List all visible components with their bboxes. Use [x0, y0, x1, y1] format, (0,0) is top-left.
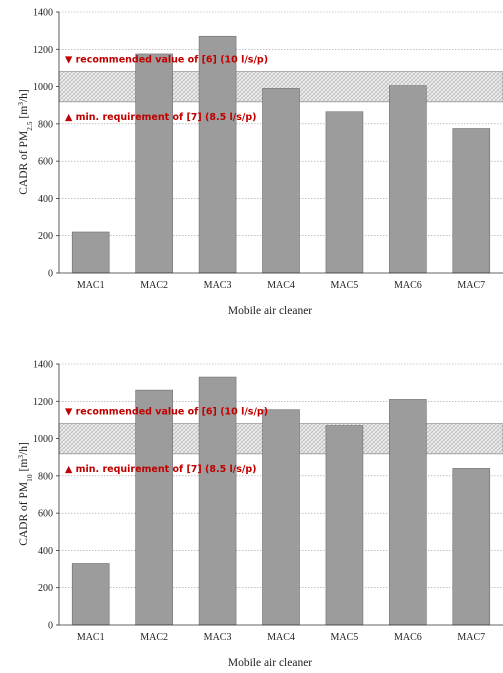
- x-axis-title: Mobile air cleaner: [228, 657, 312, 669]
- y-tick-label: 1400: [33, 360, 53, 371]
- bar-mac1: [71, 563, 110, 626]
- annotation-recommended: ▼ recommended value of [6] (10 l/s/p): [65, 407, 268, 418]
- y-tick-label: 800: [38, 471, 53, 482]
- x-tick-label: MAC5: [331, 632, 359, 643]
- chart-pm10: CADR of PM10 [m3/h] Mobile air cleaner 0…: [16, 360, 503, 669]
- x-tick-label: MAC5: [331, 280, 359, 291]
- x-axis-title: Mobile air cleaner: [228, 305, 312, 317]
- bar-mac7: [452, 468, 491, 626]
- y-tick-label: 1200: [33, 45, 53, 56]
- y-tick-label: 600: [38, 509, 53, 520]
- y-tick-label: 800: [38, 119, 53, 130]
- x-tick-label: MAC4: [267, 632, 295, 643]
- bar-mac2: [135, 389, 173, 626]
- x-tick-label: MAC2: [140, 280, 168, 291]
- bar-mac4: [262, 409, 300, 626]
- x-tick-label: MAC3: [204, 632, 232, 643]
- y-tick-label: 1000: [33, 434, 53, 445]
- y-tick-label: 200: [38, 583, 53, 594]
- chart-pm25: CADR of PM2.5 [m3/h] Mobile air cleaner …: [16, 8, 503, 317]
- bar-mac7: [452, 128, 491, 274]
- y-tick-label: 1400: [33, 8, 53, 19]
- y-tick-label: 0: [48, 621, 53, 632]
- x-tick-label: MAC1: [77, 632, 105, 643]
- y-tick-label: 200: [38, 231, 53, 242]
- bar-mac1: [71, 231, 110, 274]
- y-tick-label: 600: [38, 157, 53, 168]
- annotation-recommended: ▼ recommended value of [6] (10 l/s/p): [65, 55, 268, 66]
- bar-mac3: [198, 35, 237, 274]
- x-tick-label: MAC3: [204, 280, 232, 291]
- x-tick-label: MAC4: [267, 280, 295, 291]
- bar-mac3: [198, 376, 237, 626]
- bar-mac2: [135, 53, 173, 274]
- x-tick-label: MAC7: [457, 632, 485, 643]
- annotation-minimum: ▲ min. requirement of [7] (8.5 l/s/p): [65, 112, 257, 123]
- y-tick-label: 1000: [33, 82, 53, 93]
- bar-mac5: [325, 111, 364, 274]
- bar-mac6: [389, 85, 427, 274]
- annotation-minimum: ▲ min. requirement of [7] (8.5 l/s/p): [65, 464, 257, 475]
- y-axis-title: CADR of PM10 [m3/h]: [16, 442, 34, 546]
- y-tick-label: 400: [38, 194, 53, 205]
- y-tick-label: 400: [38, 546, 53, 557]
- bar-mac6: [389, 399, 427, 626]
- x-tick-label: MAC7: [457, 280, 485, 291]
- y-tick-label: 1200: [33, 397, 53, 408]
- bar-mac4: [262, 88, 300, 274]
- y-tick-label: 0: [48, 269, 53, 280]
- x-tick-label: MAC2: [140, 632, 168, 643]
- x-tick-label: MAC1: [77, 280, 105, 291]
- bar-mac5: [325, 425, 364, 626]
- x-tick-label: MAC6: [394, 280, 422, 291]
- y-axis-title: CADR of PM2.5 [m3/h]: [16, 89, 34, 194]
- x-tick-label: MAC6: [394, 632, 422, 643]
